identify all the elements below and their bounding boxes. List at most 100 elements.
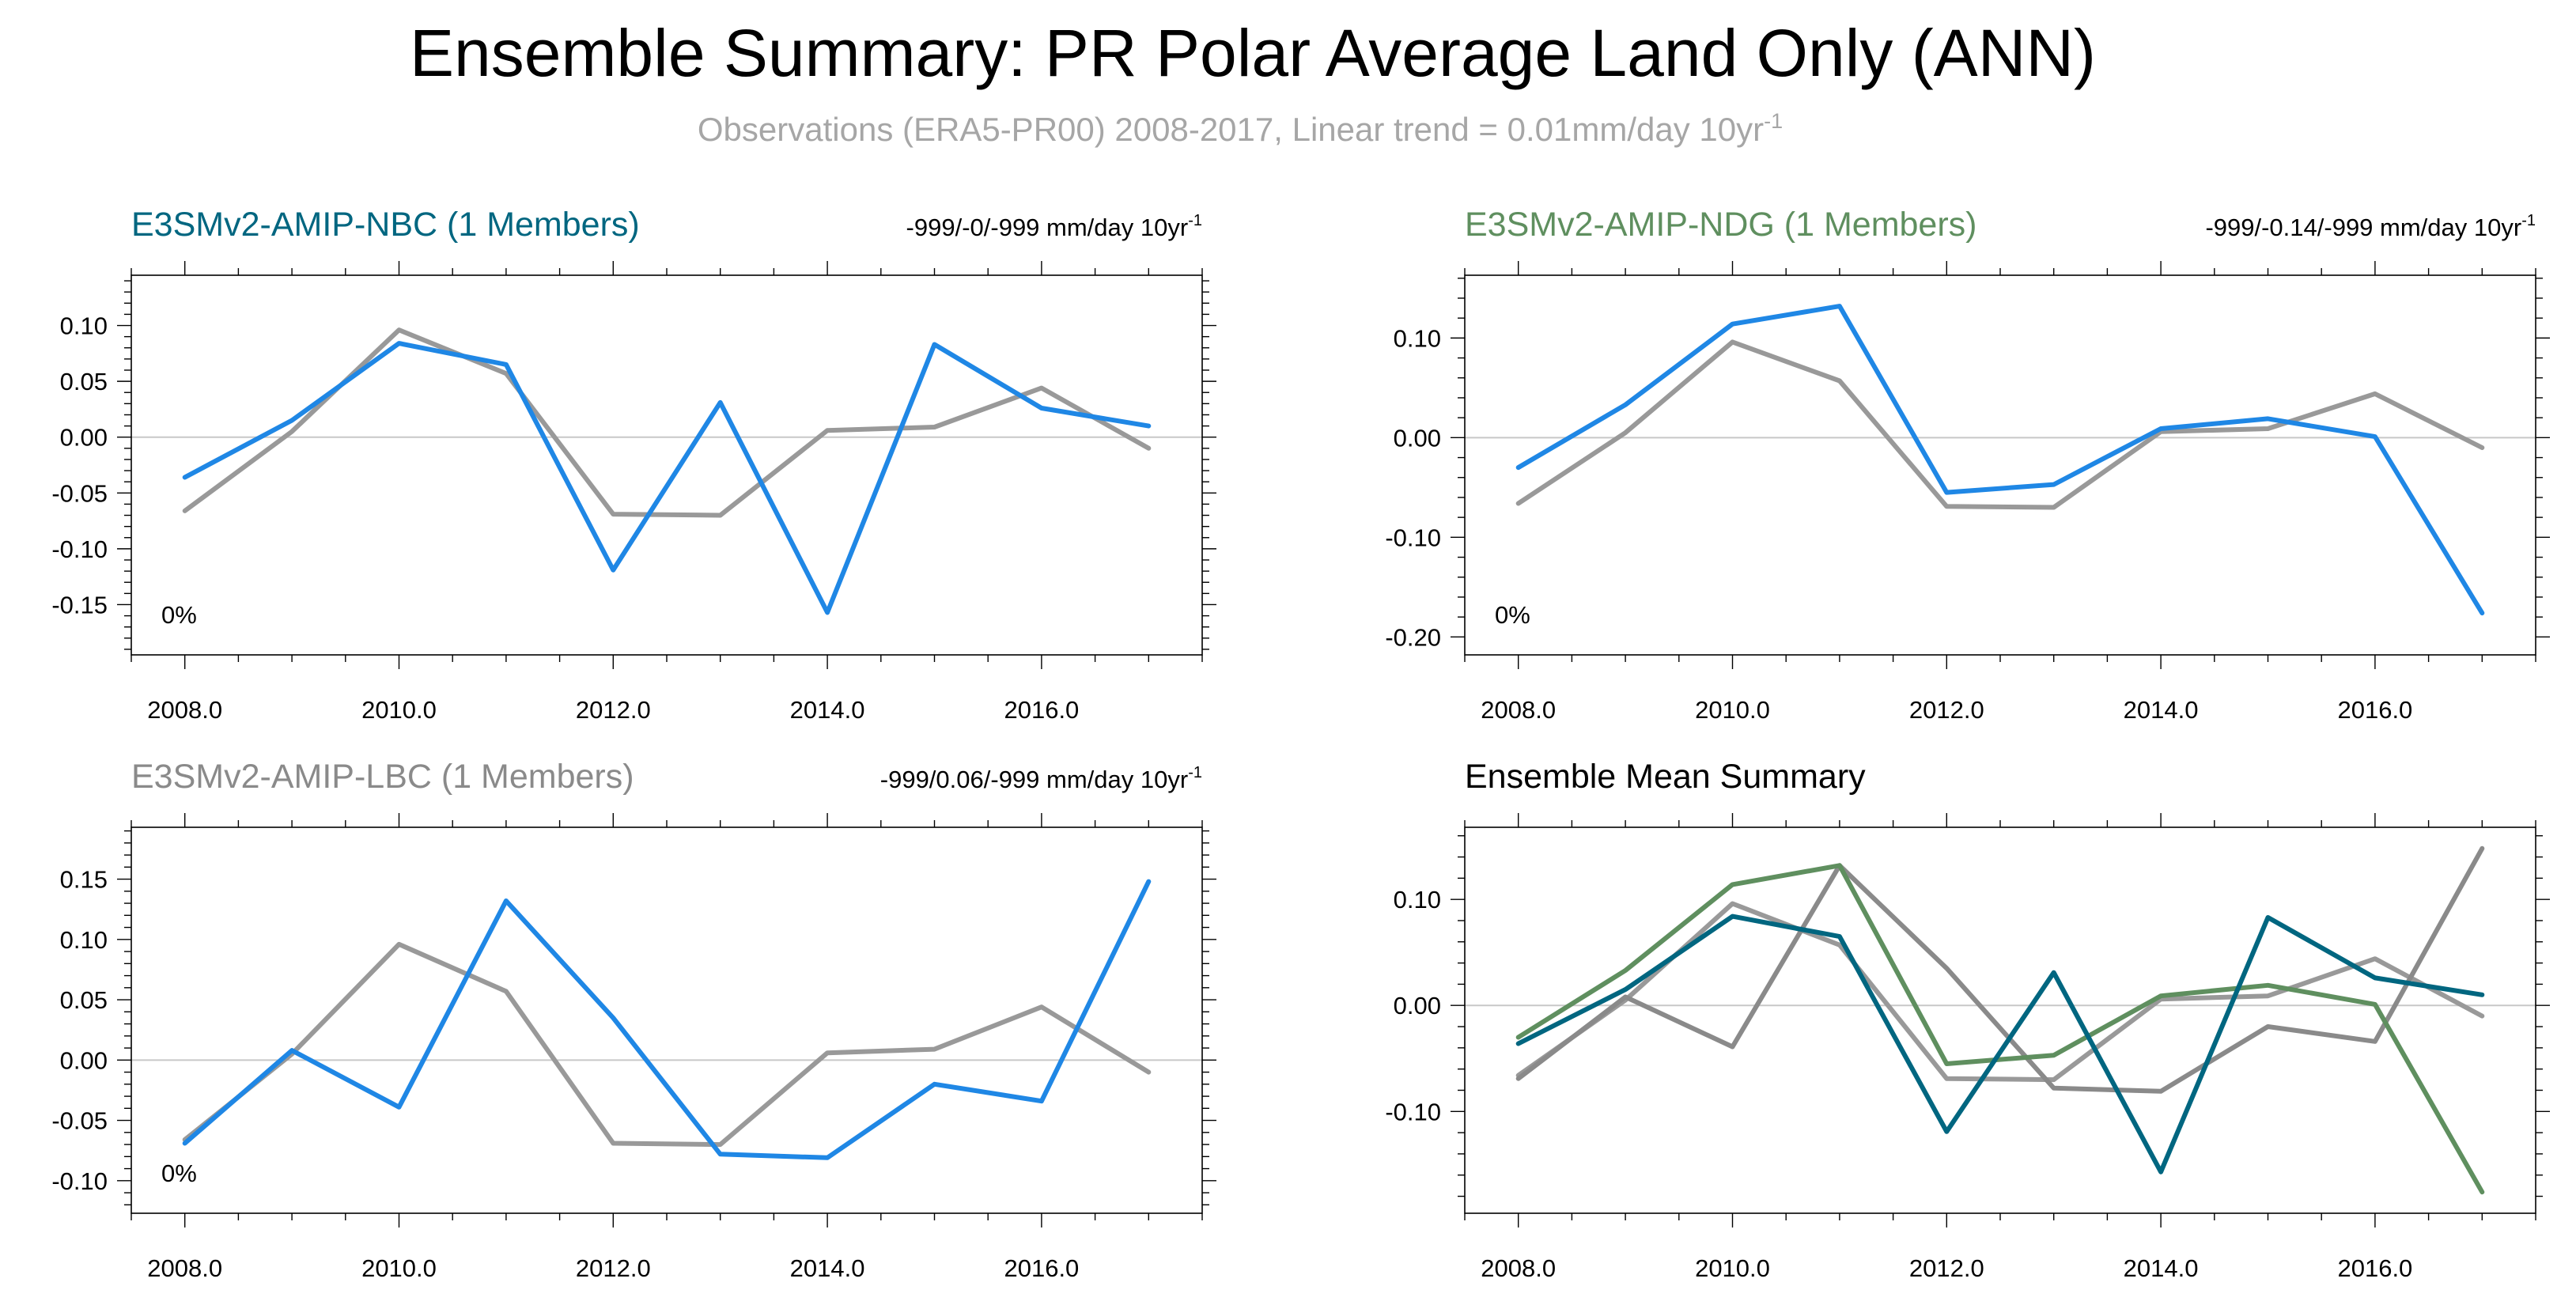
data-point (2266, 983, 2270, 988)
data-point (397, 942, 401, 947)
data-point (289, 429, 294, 434)
series-line-model (182, 879, 1152, 1160)
trend-label: -999/-0.14/-999 mm/day 10yr-1 (2205, 212, 2536, 241)
panel-title: Ensemble Mean Summary (1465, 758, 1866, 796)
data-point (1944, 504, 1949, 509)
data-point (2373, 1002, 2377, 1007)
data-point (611, 568, 615, 573)
panel-title: E3SMv2-AMIP-LBC (1 Members) (131, 758, 634, 796)
data-point (2266, 993, 2270, 998)
data-point (1623, 987, 1628, 992)
plot-frame (1464, 274, 2536, 656)
data-point (1944, 1129, 1949, 1134)
data-point (289, 1048, 294, 1053)
data-point (1944, 1061, 1949, 1066)
series-line-model (182, 341, 1152, 615)
data-point (611, 512, 615, 516)
data-point (2052, 1077, 2056, 1082)
data-point (1146, 424, 1151, 429)
panel-2: E3SMv2-AMIP-NDG (1 Members) -999/-0.14/-9… (1385, 206, 2550, 724)
data-point (2480, 445, 2484, 450)
data-point (1837, 863, 1842, 868)
panel-title: E3SMv2-AMIP-NDG (1 Members) (1465, 206, 1976, 244)
y-tick-label: -0.05 (51, 1107, 108, 1135)
data-point (825, 610, 830, 615)
data-point (1837, 934, 1842, 939)
panels: E3SMv2-AMIP-NBC (1 Members) -999/-0/-999 … (51, 206, 2550, 1282)
data-point (2480, 611, 2484, 615)
data-point (183, 475, 187, 480)
data-point (1146, 1070, 1151, 1075)
panel-3: E3SMv2-AMIP-LBC (1 Members) -999/0.06/-99… (51, 758, 1216, 1282)
trend-label: -999/0.06/-999 mm/day 10yr-1 (880, 764, 1202, 793)
data-point (2266, 416, 2270, 421)
x-tick-label: 2016.0 (2337, 696, 2412, 724)
data-point (504, 989, 509, 993)
plot-frame (131, 826, 1203, 1214)
data-point (825, 1050, 830, 1055)
data-point (718, 1152, 723, 1156)
percent-annotation: 0% (1495, 601, 1530, 629)
plot-frame (131, 274, 1203, 656)
data-point (183, 509, 187, 513)
data-point (718, 400, 723, 405)
percent-annotation: 0% (161, 1159, 197, 1187)
data-point (1039, 1099, 1044, 1103)
y-tick-label: -0.10 (1385, 524, 1441, 551)
data-point (2373, 1039, 2377, 1044)
data-point (932, 1082, 936, 1087)
x-tick-label: 2014.0 (790, 1254, 865, 1282)
data-point (2052, 482, 2056, 487)
data-point (611, 1141, 615, 1146)
data-point (2052, 505, 2056, 510)
data-point (932, 342, 936, 347)
data-point (611, 1016, 615, 1020)
trend-label-text: -999/-0.14/-999 mm/day 10yr (2205, 214, 2521, 241)
y-tick-label: 0.00 (60, 1046, 108, 1074)
series-line-obs (182, 941, 1152, 1148)
data-point (2373, 956, 2377, 961)
data-point (1146, 446, 1151, 451)
data-point (2480, 1014, 2484, 1019)
data-point (1623, 430, 1628, 435)
data-point (1837, 379, 1842, 384)
trend-label-text: -999/-0/-999 mm/day 10yr (906, 214, 1189, 241)
data-point (2158, 993, 2163, 998)
data-point (2266, 915, 2270, 920)
trend-label-sup: -1 (1188, 764, 1202, 781)
data-point (289, 418, 294, 423)
data-point (1731, 882, 1734, 887)
data-point (1623, 403, 1628, 407)
data-point (1039, 406, 1044, 410)
data-point (504, 371, 509, 376)
plot-frame (1464, 826, 2536, 1214)
data-point (932, 425, 936, 429)
data-point (504, 362, 509, 367)
y-tick-label: -0.10 (1385, 1098, 1441, 1125)
data-point (1944, 490, 1949, 495)
x-tick-label: 2012.0 (576, 696, 651, 724)
data-point (1516, 1035, 1521, 1039)
x-tick-label: 2010.0 (361, 696, 437, 724)
data-point (2373, 434, 2377, 439)
y-tick-label: -0.15 (51, 591, 108, 618)
y-tick-label: 0.00 (60, 424, 108, 452)
y-tick-label: 0.10 (60, 926, 108, 954)
panel-1: E3SMv2-AMIP-NBC (1 Members) -999/-0/-999 … (51, 206, 1216, 724)
data-point (825, 1156, 830, 1160)
subtitle-text: Observations (ERA5-PR00) 2008-2017, Line… (698, 111, 1764, 148)
x-tick-label: 2008.0 (147, 1254, 222, 1282)
data-point (183, 1141, 187, 1146)
data-point (2373, 975, 2377, 980)
data-point (1944, 966, 1949, 970)
data-point (1516, 501, 1521, 506)
page-subtitle: Observations (ERA5-PR00) 2008-2017, Line… (698, 109, 1783, 148)
data-point (1837, 943, 1842, 948)
series-line-obs (1515, 339, 2485, 510)
data-point (2373, 392, 2377, 396)
subtitle-sup: -1 (1764, 109, 1783, 133)
data-point (1731, 322, 1734, 327)
y-tick-label: 0.10 (60, 312, 108, 340)
data-point (2480, 846, 2484, 851)
